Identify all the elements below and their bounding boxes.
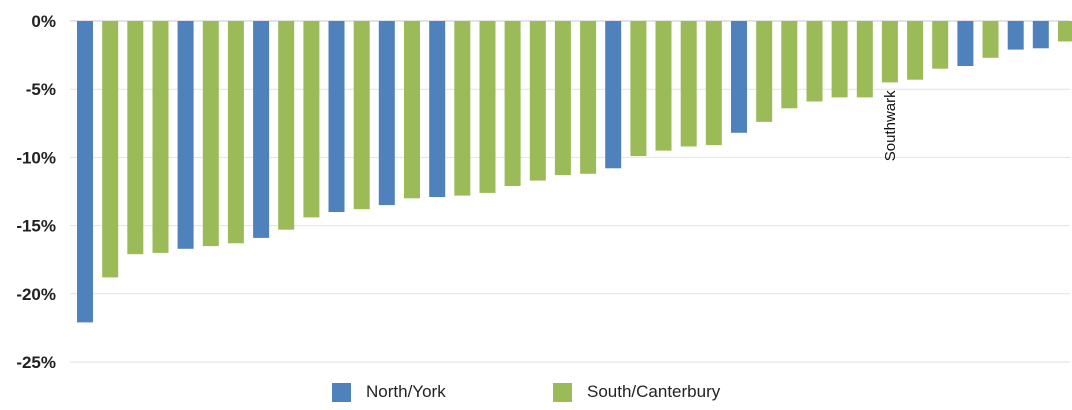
bar-south-canterbury: [152, 21, 169, 253]
bar-north-york: [1007, 21, 1024, 50]
bar-south-canterbury: [554, 21, 571, 176]
legend-label-south-canterbury: South/Canterbury: [587, 382, 721, 401]
bar-north-york: [957, 21, 974, 66]
bar-south-canterbury: [102, 21, 119, 278]
bar-south-canterbury: [278, 21, 295, 230]
bar-south-canterbury: [529, 21, 546, 181]
bar-north-york: [605, 21, 622, 169]
bar-south-canterbury: [303, 21, 320, 218]
annotations: Southwark: [882, 90, 899, 161]
bar-south-canterbury: [127, 21, 144, 255]
legend: North/York South/Canterbury: [0, 382, 1072, 410]
legend-item-south-canterbury: South/Canterbury: [553, 382, 720, 402]
bar-south-canterbury: [907, 21, 924, 80]
bar-north-york: [378, 21, 395, 206]
bar-north-york: [77, 21, 93, 323]
bar-north-york: [429, 21, 446, 197]
bar-north-york: [1032, 21, 1049, 49]
bar-north-york: [253, 21, 270, 238]
y-tick-label: -20%: [16, 285, 56, 304]
bar-south-canterbury: [504, 21, 521, 186]
bar-south-canterbury: [404, 21, 420, 199]
bar-south-canterbury: [932, 21, 949, 69]
annotation-southwark: Southwark: [882, 90, 899, 161]
bar-south-canterbury: [881, 21, 898, 83]
bar-south-canterbury: [353, 21, 370, 210]
bar-south-canterbury: [806, 21, 823, 102]
bar-south-canterbury: [202, 21, 219, 247]
bar-south-canterbury: [831, 21, 848, 98]
bar-south-canterbury: [1058, 21, 1072, 42]
legend-swatch-south-canterbury: [553, 382, 572, 402]
bar-south-canterbury: [856, 21, 873, 98]
legend-item-north-york: North/York: [332, 382, 446, 402]
bar-south-canterbury: [227, 21, 244, 244]
y-tick-label: -25%: [16, 353, 56, 372]
y-tick-label: -15%: [16, 217, 56, 236]
legend-label-north-york: North/York: [366, 382, 446, 401]
y-tick-label: -5%: [26, 80, 56, 99]
bar-south-canterbury: [454, 21, 471, 196]
bar-south-canterbury: [680, 21, 697, 147]
bar-south-canterbury: [655, 21, 672, 151]
bar-south-canterbury: [580, 21, 597, 174]
y-tick-label: 0%: [31, 12, 56, 31]
bar-south-canterbury: [479, 21, 496, 193]
bar-south-canterbury: [982, 21, 999, 58]
bar-north-york: [731, 21, 747, 133]
bar-south-canterbury: [756, 21, 773, 122]
bars: [77, 21, 1072, 323]
y-tick-label: -10%: [16, 148, 56, 167]
bar-south-canterbury: [705, 21, 722, 146]
y-axis-tick-labels: 0% -5% -10% -15% -20% -25%: [16, 12, 56, 372]
bar-north-york: [177, 21, 194, 249]
legend-swatch-north-york: [332, 382, 351, 402]
bar-south-canterbury: [630, 21, 647, 156]
bar-chart: 0% -5% -10% -15% -20% -25% Southwark: [16, 12, 1072, 372]
bar-south-canterbury: [781, 21, 798, 109]
bar-north-york: [328, 21, 345, 212]
